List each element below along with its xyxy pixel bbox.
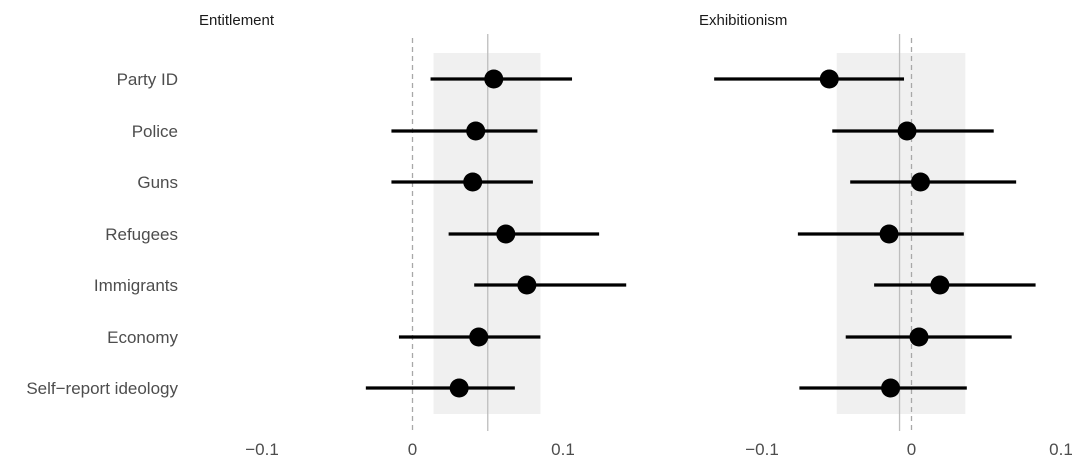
point-estimate [881,378,901,398]
point-estimate [909,327,929,347]
point-estimate [466,121,486,141]
x-tick-label: 0 [907,440,916,459]
x-tick-label: 0.1 [551,440,575,459]
point-estimate [463,172,483,192]
point-estimate [517,275,537,295]
y-tick-label: Police [132,122,178,141]
point-estimate [449,378,469,398]
y-tick-label: Economy [107,328,178,347]
point-estimate [484,69,504,89]
y-tick-label: Self−report ideology [26,379,178,398]
point-estimate [897,121,917,141]
point-estimate [910,172,930,192]
x-tick-label: −0.1 [245,440,279,459]
point-estimate [879,224,899,244]
x-tick-label: 0.1 [1049,440,1073,459]
y-tick-label: Refugees [105,225,178,244]
y-tick-label: Guns [137,173,178,192]
point-estimate [469,327,489,347]
x-tick-label: 0 [408,440,417,459]
y-tick-label: Party ID [117,70,178,89]
facet-title: Entitlement [199,12,275,29]
facet-title: Exhibitionism [699,12,787,29]
point-estimate [496,224,516,244]
point-estimate [930,275,950,295]
y-tick-label: Immigrants [94,276,178,295]
point-estimate [819,69,839,89]
x-tick-label: −0.1 [745,440,779,459]
